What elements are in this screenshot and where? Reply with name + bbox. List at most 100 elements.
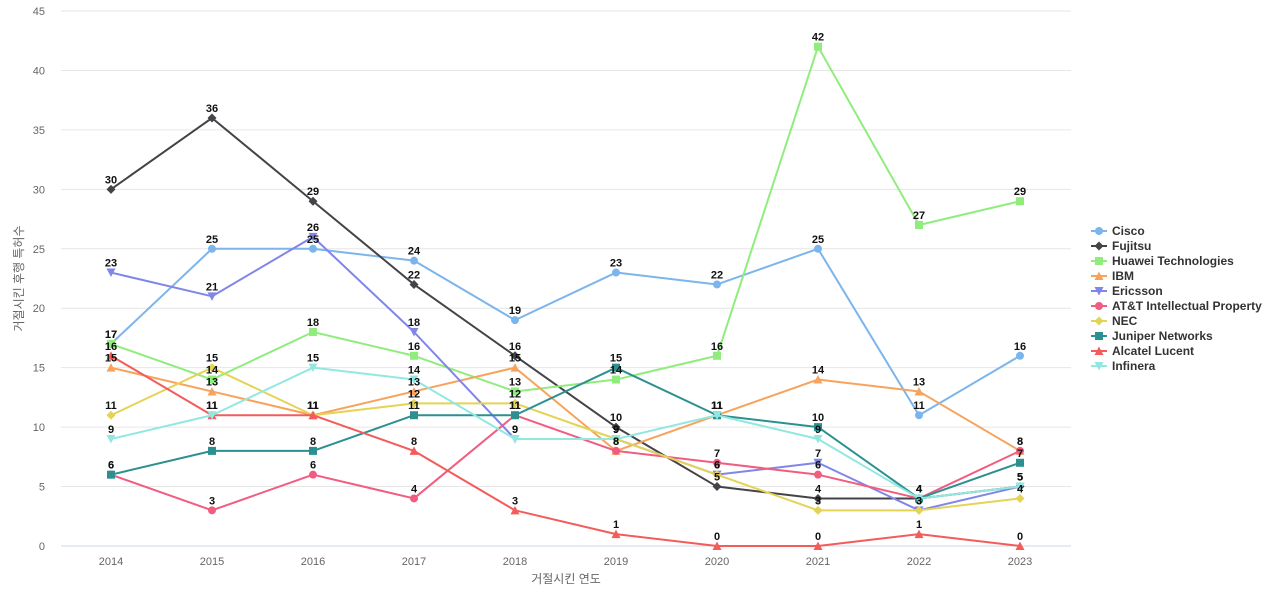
data-point-fujitsu[interactable] bbox=[308, 196, 318, 206]
data-point-at-t-intellectual-property[interactable] bbox=[1016, 446, 1024, 455]
data-point-cisco[interactable] bbox=[410, 256, 418, 265]
series-line-ericsson[interactable] bbox=[110, 235, 1021, 512]
data-point-nec[interactable] bbox=[1015, 493, 1025, 503]
data-point-cisco[interactable] bbox=[511, 316, 519, 325]
data-point-ibm[interactable] bbox=[914, 386, 924, 396]
data-point-ibm[interactable] bbox=[207, 386, 217, 396]
data-point-cisco[interactable] bbox=[713, 280, 721, 289]
data-point-huawei-technologies[interactable] bbox=[107, 339, 115, 348]
data-point-cisco[interactable] bbox=[814, 244, 822, 253]
data-point-ibm[interactable] bbox=[409, 386, 419, 396]
data-point-nec[interactable] bbox=[813, 505, 823, 515]
data-point-huawei-technologies[interactable] bbox=[208, 375, 216, 384]
data-point-at-t-intellectual-property[interactable] bbox=[713, 458, 721, 467]
legend-item-ibm[interactable]: IBM bbox=[1091, 269, 1134, 283]
data-point-nec[interactable] bbox=[409, 398, 419, 408]
data-point-juniper-networks[interactable] bbox=[309, 446, 317, 455]
data-point-infinera[interactable] bbox=[207, 411, 217, 420]
data-point-ibm[interactable] bbox=[510, 363, 520, 372]
data-point-nec[interactable] bbox=[207, 363, 217, 373]
data-point-juniper-networks[interactable] bbox=[208, 446, 216, 455]
data-point-cisco[interactable] bbox=[1016, 351, 1024, 360]
data-point-at-t-intellectual-property[interactable] bbox=[814, 470, 822, 479]
series-line-cisco[interactable] bbox=[110, 247, 1021, 417]
data-label-ericsson: 7 bbox=[815, 448, 821, 460]
data-point-alcatel-lucent[interactable] bbox=[106, 351, 116, 360]
data-point-fujitsu[interactable] bbox=[712, 482, 722, 492]
data-point-cisco[interactable] bbox=[915, 411, 923, 420]
data-point-juniper-networks[interactable] bbox=[511, 411, 519, 420]
data-point-alcatel-lucent[interactable] bbox=[611, 529, 621, 539]
data-point-juniper-networks[interactable] bbox=[814, 423, 822, 432]
series-line-ibm[interactable] bbox=[110, 366, 1021, 452]
data-point-alcatel-lucent[interactable] bbox=[510, 505, 520, 515]
series-line-juniper-networks[interactable] bbox=[110, 366, 1021, 500]
data-point-fujitsu[interactable] bbox=[409, 279, 419, 289]
legend-item-cisco[interactable]: Cisco bbox=[1091, 224, 1145, 238]
data-point-juniper-networks[interactable] bbox=[612, 363, 620, 372]
series-line-alcatel-lucent[interactable] bbox=[110, 354, 1021, 547]
data-point-ericsson[interactable] bbox=[813, 458, 823, 468]
data-point-at-t-intellectual-property[interactable] bbox=[309, 470, 317, 479]
data-point-juniper-networks[interactable] bbox=[1016, 458, 1024, 467]
data-point-cisco[interactable] bbox=[208, 244, 216, 253]
data-point-alcatel-lucent[interactable] bbox=[1015, 541, 1025, 551]
data-point-huawei-technologies[interactable] bbox=[309, 328, 317, 336]
data-point-alcatel-lucent[interactable] bbox=[308, 410, 318, 420]
series-line-infinera[interactable] bbox=[110, 366, 1021, 500]
data-point-infinera[interactable] bbox=[914, 494, 924, 503]
data-point-at-t-intellectual-property[interactable] bbox=[612, 446, 620, 455]
data-point-nec[interactable] bbox=[106, 410, 116, 420]
series-line-at-t-intellectual-property[interactable] bbox=[110, 414, 1021, 512]
data-point-ibm[interactable] bbox=[813, 375, 823, 384]
data-point-fujitsu[interactable] bbox=[510, 351, 520, 361]
data-point-nec[interactable] bbox=[510, 398, 520, 408]
data-point-fujitsu[interactable] bbox=[207, 113, 217, 123]
data-point-fujitsu[interactable] bbox=[611, 422, 621, 432]
data-point-at-t-intellectual-property[interactable] bbox=[208, 506, 216, 515]
data-point-fujitsu[interactable] bbox=[106, 184, 116, 194]
data-point-huawei-technologies[interactable] bbox=[713, 351, 721, 360]
data-point-at-t-intellectual-property[interactable] bbox=[410, 494, 418, 503]
data-point-huawei-technologies[interactable] bbox=[1016, 197, 1024, 206]
legend-item-nec[interactable]: NEC bbox=[1091, 314, 1138, 328]
series-line-huawei-technologies[interactable] bbox=[110, 45, 1021, 393]
data-point-huawei-technologies[interactable] bbox=[511, 387, 519, 396]
data-point-infinera[interactable] bbox=[813, 435, 823, 444]
legend-item-ericsson[interactable]: Ericsson bbox=[1091, 284, 1163, 298]
legend-item-huawei-technologies[interactable]: Huawei Technologies bbox=[1091, 254, 1234, 268]
data-point-ericsson[interactable] bbox=[106, 268, 116, 278]
data-point-alcatel-lucent[interactable] bbox=[712, 541, 722, 551]
data-point-huawei-technologies[interactable] bbox=[410, 351, 418, 360]
data-point-ericsson[interactable] bbox=[207, 292, 217, 301]
legend-item-juniper-networks[interactable]: Juniper Networks bbox=[1091, 329, 1213, 343]
legend-item-at-t-intellectual-property[interactable]: AT&T Intellectual Property bbox=[1091, 299, 1262, 313]
data-point-fujitsu[interactable] bbox=[813, 493, 823, 503]
data-point-infinera[interactable] bbox=[106, 435, 116, 444]
data-point-infinera[interactable] bbox=[1015, 482, 1025, 492]
legend-item-alcatel-lucent[interactable]: Alcatel Lucent bbox=[1091, 344, 1194, 358]
data-point-juniper-networks[interactable] bbox=[410, 411, 418, 420]
data-point-alcatel-lucent[interactable] bbox=[914, 529, 924, 539]
data-point-infinera[interactable] bbox=[409, 375, 419, 385]
data-point-infinera[interactable] bbox=[308, 363, 318, 373]
data-point-alcatel-lucent[interactable] bbox=[813, 541, 823, 551]
data-point-nec[interactable] bbox=[914, 505, 924, 515]
data-point-infinera[interactable] bbox=[712, 411, 722, 420]
data-point-infinera[interactable] bbox=[611, 435, 621, 444]
data-point-infinera[interactable] bbox=[510, 435, 520, 444]
data-point-cisco[interactable] bbox=[309, 244, 317, 253]
data-point-huawei-technologies[interactable] bbox=[612, 375, 620, 384]
legend-item-infinera[interactable]: Infinera bbox=[1091, 359, 1156, 373]
data-point-huawei-technologies[interactable] bbox=[814, 42, 822, 51]
data-point-ericsson[interactable] bbox=[409, 328, 419, 337]
data-point-cisco[interactable] bbox=[612, 268, 620, 277]
data-point-alcatel-lucent[interactable] bbox=[409, 446, 419, 455]
data-point-juniper-networks[interactable] bbox=[107, 470, 115, 479]
data-point-ibm[interactable] bbox=[106, 363, 116, 372]
data-point-ericsson[interactable] bbox=[308, 232, 318, 242]
legend-item-fujitsu[interactable]: Fujitsu bbox=[1091, 239, 1151, 253]
data-point-nec[interactable] bbox=[712, 470, 722, 480]
data-point-huawei-technologies[interactable] bbox=[915, 221, 923, 229]
